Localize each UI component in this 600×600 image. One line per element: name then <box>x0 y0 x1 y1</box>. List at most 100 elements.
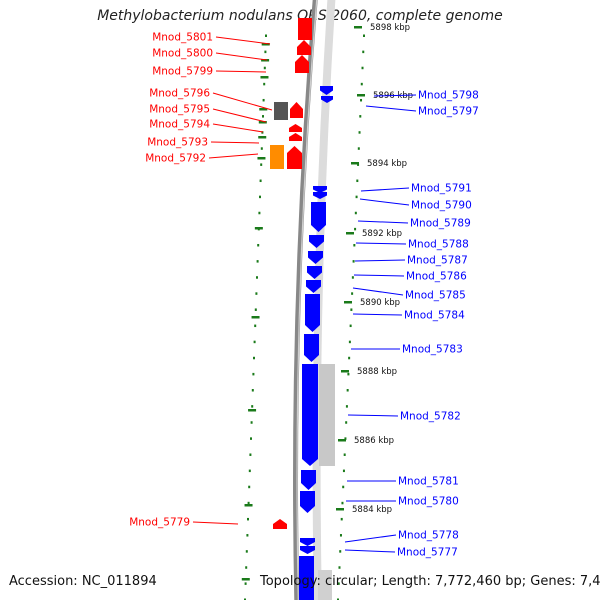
gene-mnod-5793 <box>289 133 302 141</box>
right-leader-line <box>357 220 409 224</box>
right-scale-dot <box>342 469 345 473</box>
left-major-tick <box>251 316 260 319</box>
left-scale-dot <box>250 421 253 424</box>
left-leader-line <box>208 153 259 159</box>
left-scale-dot <box>247 501 250 505</box>
right-scale-dot <box>348 340 351 344</box>
gene-mnod-5783 <box>304 334 319 362</box>
left-scale-dot <box>255 292 258 295</box>
kbp-tick <box>351 162 359 165</box>
left-scale-dot <box>250 437 252 440</box>
kbp-label: 5892 kbp <box>362 229 402 239</box>
right-leader-line <box>352 287 404 296</box>
right-scale-dot <box>354 227 357 231</box>
gene-mnod-5777 <box>300 546 315 554</box>
gene-mnod-5790 <box>313 192 327 199</box>
kbp-tick <box>336 508 344 511</box>
left-gene-label: Mnod_5800 <box>152 48 213 60</box>
right-scale-dot <box>344 437 347 440</box>
left-scale-dot <box>251 389 254 392</box>
accession-text: Accession: NC_011894 <box>9 574 157 589</box>
left-leader-line <box>192 521 239 525</box>
kbp-tick <box>354 26 362 29</box>
kbp-label: 5898 kbp <box>370 23 410 33</box>
left-gene-label: Mnod_5794 <box>149 119 210 131</box>
right-scale-dot <box>337 582 340 585</box>
right-scale-dot <box>345 421 348 424</box>
gene-mnod-5784 <box>305 294 320 332</box>
right-scale-dot <box>340 517 343 521</box>
left-scale-dot <box>253 356 255 360</box>
left-scale-dot <box>245 550 248 553</box>
gene-mnod-5789 <box>311 202 326 232</box>
right-scale-dot <box>349 324 352 328</box>
right-gene-label: Mnod_5788 <box>408 239 469 251</box>
gene-mnod-5788 <box>309 235 324 248</box>
left-gene-label: Mnod_5799 <box>152 66 213 78</box>
right-leader-line <box>344 549 396 553</box>
right-gene-label: Mnod_5797 <box>418 106 479 118</box>
gene-mnod-5778 <box>300 538 315 546</box>
left-scale-dot <box>244 582 247 585</box>
gene-mnod-5794 <box>289 124 302 132</box>
right-gene-label: Mnod_5784 <box>404 310 465 322</box>
map-title: Methylobacterium nodulans ORS 2060, comp… <box>97 8 503 24</box>
right-scale-dot <box>354 211 357 215</box>
right-scale-dot <box>348 356 351 360</box>
right-scale-dot <box>337 598 339 600</box>
right-gene-label: Mnod_5785 <box>405 290 466 302</box>
right-gene-label: Mnod_5789 <box>410 218 471 230</box>
right-leader-line <box>360 187 410 192</box>
right-scale-dot <box>339 534 342 537</box>
right-scale-dot <box>347 372 350 376</box>
left-scale-dot <box>262 115 264 118</box>
right-scale-dot <box>350 308 353 311</box>
gene-mnod-5781 <box>301 470 316 490</box>
right-scale-dot <box>358 131 361 134</box>
topology-text: Topology: circular; Length: 7,772,460 bp… <box>260 574 600 589</box>
right-scale-dot <box>357 147 360 150</box>
kbp-label: 5888 kbp <box>357 367 397 377</box>
gene-mnod-5800 <box>297 40 311 55</box>
kbp-tick <box>344 301 352 304</box>
right-scale-dot <box>341 501 344 505</box>
right-gene-label: Mnod_5790 <box>411 200 472 212</box>
right-gene-label: Mnod_5787 <box>407 255 468 267</box>
left-scale-dot <box>253 340 256 344</box>
right-gene-label: Mnod_5783 <box>402 344 463 356</box>
left-gene-label: Mnod_5801 <box>152 32 213 44</box>
right-scale-dot <box>359 115 362 118</box>
right-scale-dot <box>343 453 346 456</box>
right-leader-line <box>352 313 403 316</box>
left-scale-dot <box>259 195 261 199</box>
right-gene-label: Mnod_5778 <box>398 530 459 542</box>
left-major-tick <box>244 504 253 507</box>
left-major-tick <box>241 578 250 581</box>
right-leader-line <box>373 94 417 97</box>
left-leader-line <box>212 123 264 133</box>
left-scale-dot <box>262 98 265 102</box>
left-scale-dot <box>261 131 264 134</box>
right-scale-dot <box>351 276 354 279</box>
left-major-tick <box>248 409 257 412</box>
left-scale-dot <box>248 485 251 489</box>
right-gene-label: Mnod_5798 <box>418 90 479 102</box>
left-scale-dot <box>244 598 246 600</box>
left-major-tick <box>257 157 266 160</box>
right-scale-dot <box>351 292 354 295</box>
left-scale-dot <box>259 179 262 183</box>
right-leader-line <box>344 534 397 543</box>
right-scale-dot <box>346 389 349 392</box>
right-scale-dot <box>342 485 345 489</box>
kbp-label: 5890 kbp <box>360 298 400 308</box>
kbp-label: 5886 kbp <box>354 436 394 446</box>
left-scale-dot <box>264 50 267 54</box>
right-scale-dot <box>360 82 363 86</box>
right-gene-label: Mnod_5780 <box>398 496 459 508</box>
left-scale-dot <box>246 534 249 537</box>
right-leader-line <box>354 259 406 262</box>
left-scale-dot <box>248 469 251 473</box>
gene-mnod-5792 <box>287 146 302 169</box>
gene-mnod-5786 <box>307 266 322 279</box>
